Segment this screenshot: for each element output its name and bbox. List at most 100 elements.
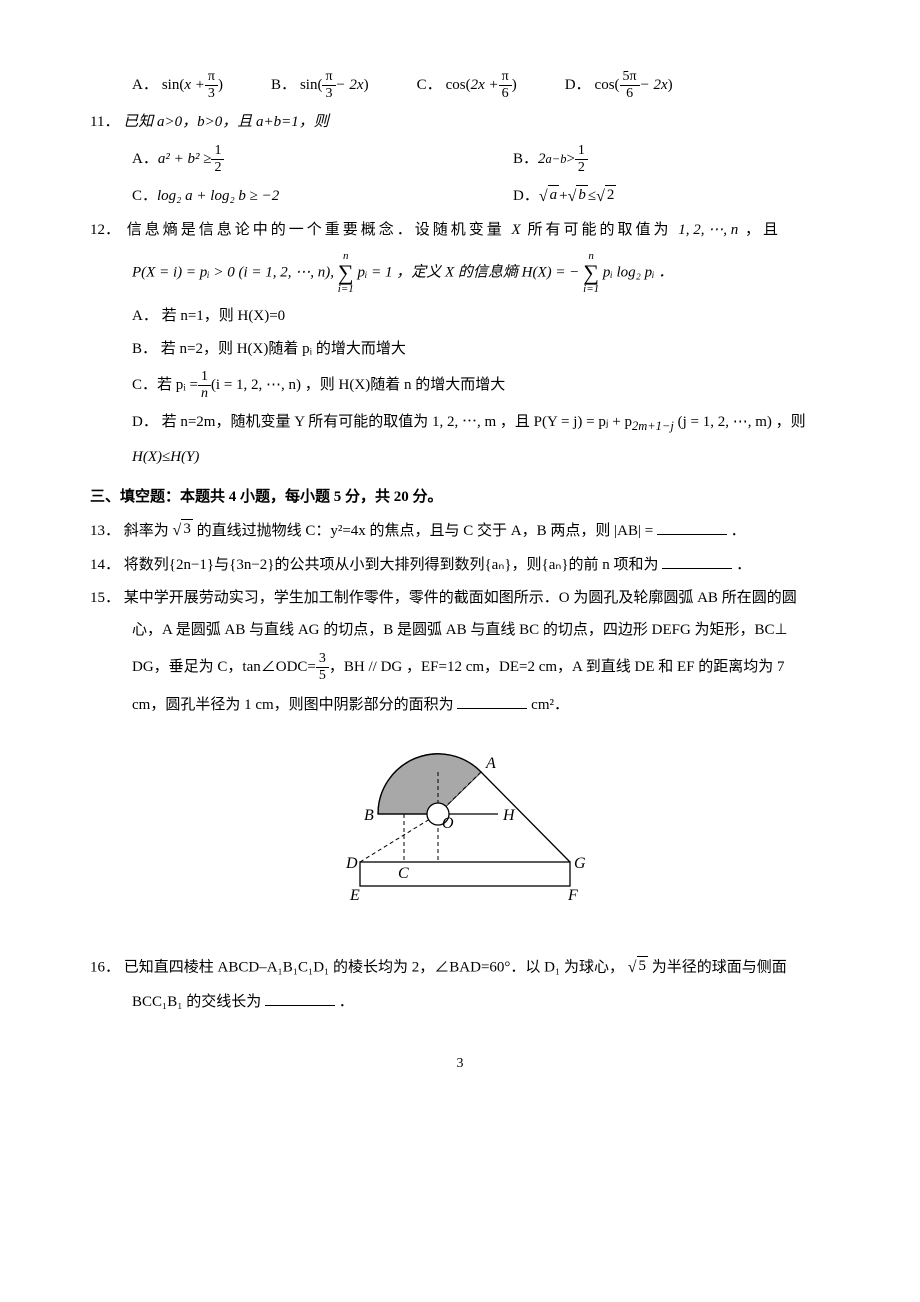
lbl-A: A [485,755,496,772]
q15-unit: cm²． [531,697,569,713]
sqrt-3: √3 [173,519,193,543]
sqrt-b: √b [568,185,588,209]
q15-figure: A B H O D C G E F [90,732,830,940]
q10-A-suffix: ) [218,74,223,97]
q10-D-den: 6 [620,86,640,101]
q11-D-prefix: D． [513,185,539,208]
sqrt-5: √5 [628,956,648,980]
q12-opt-B: B． 若 n=2，则 H(X)随着 pᵢ 的增大而增大 [132,338,830,361]
q12-A-text: 若 n=1，则 H(X)=0 [162,308,286,324]
q16: 16． 已知直四棱柱 ABCD–A₁B₁C₁D₁ 的棱长均为 2，∠BAD=60… [90,956,830,980]
q14: 14． 将数列{2n−1}与{3n−2}的公共项从小到大排列得到数列{aₙ}，则… [90,553,830,577]
q15-p3: cm，圆孔半径为 1 cm，则图中阴影部分的面积为 [132,697,454,713]
q12: 12． 信息熵是信息论中的一个重要概念．设随机变量 X 所有可能的取值为 1, … [90,219,830,242]
q15-frac-den: 5 [316,668,329,683]
q15-num: 15． [90,590,120,606]
q12-D-c: H(X)≤H(Y) [132,449,199,465]
q12-A-prefix: A． [132,308,158,324]
q10-D-suffix: ) [668,74,673,97]
q16-l2: BCC₁B₁ 的交线长为 ． [132,990,830,1014]
sqrt-2: √2 [596,185,616,209]
q10-opt-B: B． sin( π 3 − 2x ) [271,70,369,101]
q12-C-b: (i = 1, 2, ⋯, n) ，则 H(X)随着 n 的增大而增大 [211,374,505,397]
rad-3: 3 [181,519,193,543]
q11-A-prefix: A． [132,148,158,171]
q15-l2: 心，A 是圆弧 AB 与直线 AG 的切点，B 是圆弧 AB 与直线 BC 的切… [132,619,830,642]
q11-opt-D: D． √a + √b ≤ √2 [513,185,616,209]
q10-A-frac: π 3 [205,70,218,101]
q12-opt-D: D． 若 n=2m，随机变量 Y 所有可能的取值为 1, 2, ⋯, m ，且 … [132,411,830,436]
q14-end: ． [736,557,751,573]
q12-l2b: pᵢ = 1 ，定义 X 的信息熵 H(X) = − [358,264,580,280]
q11-B-frac: 1 2 [575,144,588,175]
q15-frac: 3 5 [316,652,329,683]
q10-A-prefix: A． [132,74,158,97]
sqrt-a: √a [539,185,559,209]
q11-A-frac: 1 2 [211,144,224,175]
q10-D-prefix: D． [565,74,591,97]
q11-stem: 已知 a>0，b>0，且 a+b=1，则 [123,114,329,130]
q10-opt-A: A． sin( x + π 3 ) [132,70,223,101]
blank-q16 [265,990,335,1006]
q15-p2c: ，BH // DG ，EF=12 cm，DE=2 cm，A 到直线 DE 和 E… [329,656,785,679]
q15-l3: DG，垂足为 C，tan∠ODC= 3 5 ，BH // DG ，EF=12 c… [132,652,830,683]
q12-stem-b: 所有可能的取值为 [521,222,679,238]
q12-C-prefix: C． [132,374,157,397]
q10-B-prefix: B． [271,74,296,97]
q16-end: ． [339,994,354,1010]
q15-p2a: 心，A 是圆弧 AB 与直线 AG 的切点，B 是圆弧 AB 与直线 BC 的切… [132,622,788,638]
q16-c: BCC₁B₁ 的交线长为 [132,994,261,1010]
q10-B-fn: sin( [300,74,323,97]
q11-B-exp: a−b [546,150,567,169]
q10-D-right: − 2x [640,74,668,97]
q10-C-fn: cos( [446,74,471,97]
q12-D-a: 若 n=2m，随机变量 Y 所有可能的取值为 1, 2, ⋯, m ，且 P(Y… [162,414,632,430]
sum-icon-1: n ∑ i=1 [338,251,354,295]
q10-A-den: 3 [205,86,218,101]
q10-B-frac: π 3 [322,70,335,101]
q15: 15． 某中学开展劳动实习，学生加工制作零件，零件的截面如图所示．O 为圆孔及轮… [90,587,830,610]
q12-num: 12． [90,219,120,242]
q12-l2c: pᵢ log₂ pᵢ ． [603,264,673,280]
blank-q13 [657,519,727,535]
q11-A-den: 2 [211,160,224,175]
q11-B-prefix: B． [513,148,538,171]
page-number: 3 [90,1053,830,1074]
q12-opt-C: C． 若 pᵢ = 1 n (i = 1, 2, ⋯, n) ，则 H(X)随着… [132,370,830,401]
q12-D-prefix: D． [132,414,158,430]
q10-C-suffix: ) [512,74,517,97]
q13: 13． 斜率为 √3 的直线过抛物线 C：y²=4x 的焦点，且与 C 交于 A… [90,519,830,544]
q10-opt-C: C． cos( 2x + π 6 ) [417,70,517,101]
lbl-G: G [574,855,586,872]
q11: 11． 已知 a>0，b>0，且 a+b=1，则 [90,111,830,134]
sum-icon-2: n ∑ i=1 [583,251,599,295]
q12-C-a: 若 pᵢ = [157,374,198,397]
q14-num: 14． [90,557,120,573]
q11-C-text: log₂ a + log₂ b ≥ −2 [157,185,279,208]
lbl-F: F [567,887,578,904]
q15-l4: cm，圆孔半径为 1 cm，则图中阴影部分的面积为 cm²． [132,693,830,717]
lbl-D: D [345,855,358,872]
q10-A-num: π [205,70,218,86]
q11-B-mid: > [566,148,574,171]
q15-frac-num: 3 [316,652,329,668]
q10-C-num: π [499,70,512,86]
q11-C-prefix: C． [132,185,157,208]
q12-X: X [512,222,521,238]
q10-B-den: 3 [322,86,335,101]
q11-opt-C: C． log₂ a + log₂ b ≥ −2 [132,185,465,209]
q10-A-fn: sin( [162,74,185,97]
lbl-H: H [502,807,516,824]
q12-D-sub: 2m+1−j [632,419,674,433]
q13-end: ． [731,523,746,539]
q12-B-prefix: B． [132,341,157,357]
q12-B-text: 若 n=2，则 H(X)随着 pᵢ 的增大而增大 [161,341,406,357]
q15-svg: A B H O D C G E F [320,732,600,932]
q16-num: 16． [90,959,120,975]
q10-A-left: x + [184,74,205,97]
q10-C-frac: π 6 [499,70,512,101]
q15-p2b: DG，垂足为 C，tan∠ODC= [132,656,316,679]
q11-A-left: a² + b² ≥ [158,148,212,171]
section-3-title: 三、填空题：本题共 4 小题，每小题 5 分，共 20 分。 [90,486,830,509]
q12-D-b: (j = 1, 2, ⋯, m) ，则 [678,414,806,430]
